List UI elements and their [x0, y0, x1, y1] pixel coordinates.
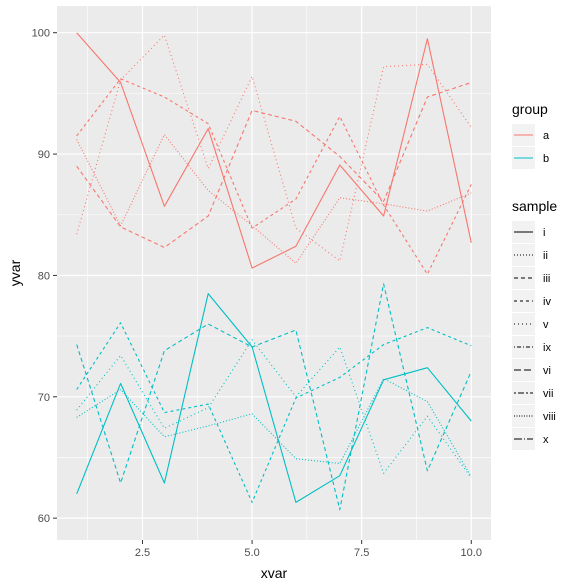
series-layer — [76, 32, 472, 511]
series-line-a-ii — [76, 134, 472, 264]
series-line-a-i — [76, 32, 472, 269]
grid-lines — [57, 6, 491, 540]
series-line-b-v — [76, 339, 472, 479]
axes-layer: 2.5 5.0 7.5 10.0 60 70 80 90 100 — [32, 28, 482, 559]
series-line-b-i — [76, 293, 472, 503]
legend-key-box — [512, 290, 535, 312]
legend-label-iii: iii — [543, 273, 550, 285]
series-line-b-iii — [76, 283, 472, 511]
y-axis-title: yvar — [7, 259, 23, 286]
x-tick-label: 7.5 — [354, 547, 369, 559]
x-tick-label: 10.0 — [461, 547, 482, 559]
legend-label-ii: ii — [543, 250, 548, 262]
y-tick-label: 100 — [32, 28, 50, 40]
y-tick-label: 70 — [38, 392, 50, 404]
legend-group: group ab — [512, 101, 550, 169]
x-tick-label: 2.5 — [135, 547, 150, 559]
legend-label-ix: ix — [543, 342, 551, 354]
legend-label-vii: vii — [543, 388, 553, 400]
legend-label-viii: viii — [543, 411, 556, 423]
series-line-a-iii — [76, 81, 472, 249]
legend-sample-title: sample — [512, 198, 557, 214]
plot-panel — [57, 6, 491, 540]
legend-label-x: x — [543, 434, 549, 446]
x-tick-label: 5.0 — [244, 547, 259, 559]
y-tick-label: 80 — [38, 270, 50, 282]
legend-key-box — [512, 428, 535, 450]
legend-label-a: a — [543, 130, 550, 142]
legend-key-box — [512, 359, 535, 381]
legend-key-box — [512, 313, 535, 335]
legend-label-v: v — [543, 319, 549, 331]
legend-label-b: b — [543, 153, 549, 165]
legend-key-box — [512, 405, 535, 427]
series-line-b-ii — [76, 378, 472, 478]
x-axis-title: xvar — [261, 565, 288, 581]
legend-group-title: group — [512, 101, 548, 117]
series-line-b-iv — [76, 322, 472, 503]
y-tick-label: 60 — [38, 513, 50, 525]
legend-label-i: i — [543, 227, 545, 239]
legend-group-items: ab — [512, 124, 550, 169]
legend-label-vi: vi — [543, 365, 551, 377]
series-line-a-v — [76, 34, 472, 262]
y-tick-label: 90 — [38, 149, 50, 161]
legend-label-iv: iv — [543, 296, 551, 308]
